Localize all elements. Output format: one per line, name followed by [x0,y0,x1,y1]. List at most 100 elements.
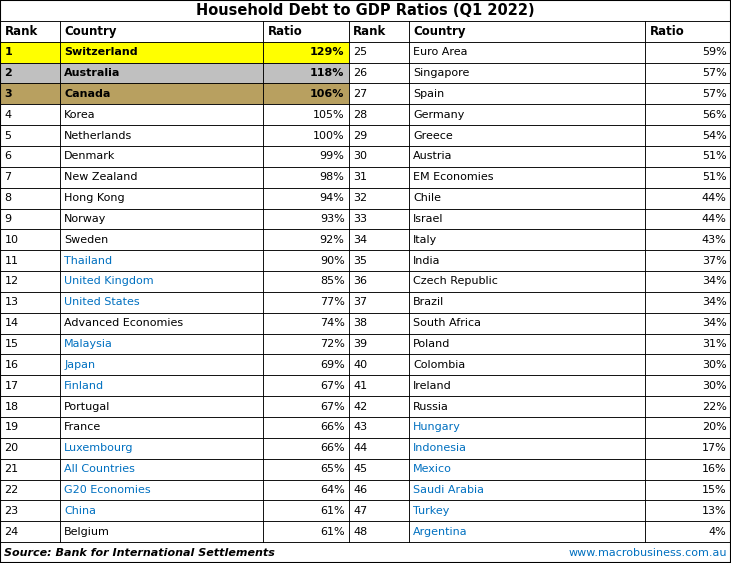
Bar [409,83,645,104]
Text: 10: 10 [4,235,18,245]
Bar [349,313,409,334]
Text: 17: 17 [4,381,18,391]
Text: 44%: 44% [702,193,727,203]
Text: 14: 14 [4,318,18,328]
Text: Country: Country [64,25,117,38]
Bar [263,376,349,396]
Bar [409,187,645,208]
Text: 54%: 54% [702,131,727,141]
Text: 36: 36 [353,276,367,287]
Text: Argentina: Argentina [413,527,468,537]
Bar [263,313,349,334]
Text: New Zealand: New Zealand [64,172,137,182]
Text: 16: 16 [4,360,18,370]
Bar [0,334,60,355]
Text: 39: 39 [353,339,368,349]
Bar [0,501,60,521]
Bar [349,83,409,104]
Text: 61%: 61% [320,527,344,537]
Text: Hungary: Hungary [413,422,461,432]
Bar [409,501,645,521]
Bar [60,167,263,187]
Text: 59%: 59% [702,47,727,57]
Bar [263,250,349,271]
Text: 15: 15 [4,339,18,349]
Text: Country: Country [413,25,466,38]
Text: 15%: 15% [702,485,727,495]
Text: Austria: Austria [413,151,452,162]
Bar [0,417,60,438]
Text: Brazil: Brazil [413,297,444,307]
Text: Turkey: Turkey [413,506,450,516]
Text: All Countries: All Countries [64,464,135,474]
Bar [645,459,731,480]
Text: 69%: 69% [319,360,344,370]
Text: 21: 21 [4,464,18,474]
Text: Thailand: Thailand [64,256,113,266]
Text: Hong Kong: Hong Kong [64,193,125,203]
Text: 99%: 99% [319,151,344,162]
Text: 65%: 65% [320,464,344,474]
Text: 27: 27 [353,89,368,99]
Text: 31%: 31% [702,339,727,349]
Bar [263,167,349,187]
Bar [0,208,60,229]
Bar [60,104,263,125]
Bar [0,521,60,542]
Bar [263,480,349,501]
Text: 37: 37 [353,297,368,307]
Bar [409,62,645,83]
Bar [263,125,349,146]
Bar [409,355,645,376]
Text: 42: 42 [353,401,368,412]
Bar [0,187,60,208]
Text: 51%: 51% [702,172,727,182]
Text: 28: 28 [353,110,368,120]
Bar [0,229,60,250]
Bar [263,459,349,480]
Text: 13: 13 [4,297,18,307]
Bar [0,313,60,334]
Bar [409,208,645,229]
Bar [409,376,645,396]
Bar [349,62,409,83]
Bar [409,146,645,167]
Bar [0,542,731,563]
Text: 30: 30 [353,151,367,162]
Bar [0,459,60,480]
Bar [60,62,263,83]
Bar [645,334,731,355]
Bar [349,376,409,396]
Bar [645,376,731,396]
Bar [349,396,409,417]
Bar [645,187,731,208]
Bar [349,334,409,355]
Text: France: France [64,422,102,432]
Text: Israel: Israel [413,214,444,224]
Bar [645,21,731,42]
Bar [645,313,731,334]
Text: 61%: 61% [320,506,344,516]
Bar [263,521,349,542]
Text: 26: 26 [353,68,368,78]
Text: Poland: Poland [413,339,450,349]
Text: 100%: 100% [313,131,344,141]
Bar [0,396,60,417]
Text: 51%: 51% [702,151,727,162]
Bar [60,292,263,313]
Bar [0,0,731,21]
Bar [263,271,349,292]
Text: 30%: 30% [702,381,727,391]
Bar [349,438,409,459]
Bar [409,521,645,542]
Text: 20%: 20% [702,422,727,432]
Text: 57%: 57% [702,68,727,78]
Text: Rank: Rank [4,25,37,38]
Text: 12: 12 [4,276,18,287]
Bar [60,313,263,334]
Text: Germany: Germany [413,110,464,120]
Bar [349,292,409,313]
Text: China: China [64,506,96,516]
Text: 13%: 13% [702,506,727,516]
Text: 57%: 57% [702,89,727,99]
